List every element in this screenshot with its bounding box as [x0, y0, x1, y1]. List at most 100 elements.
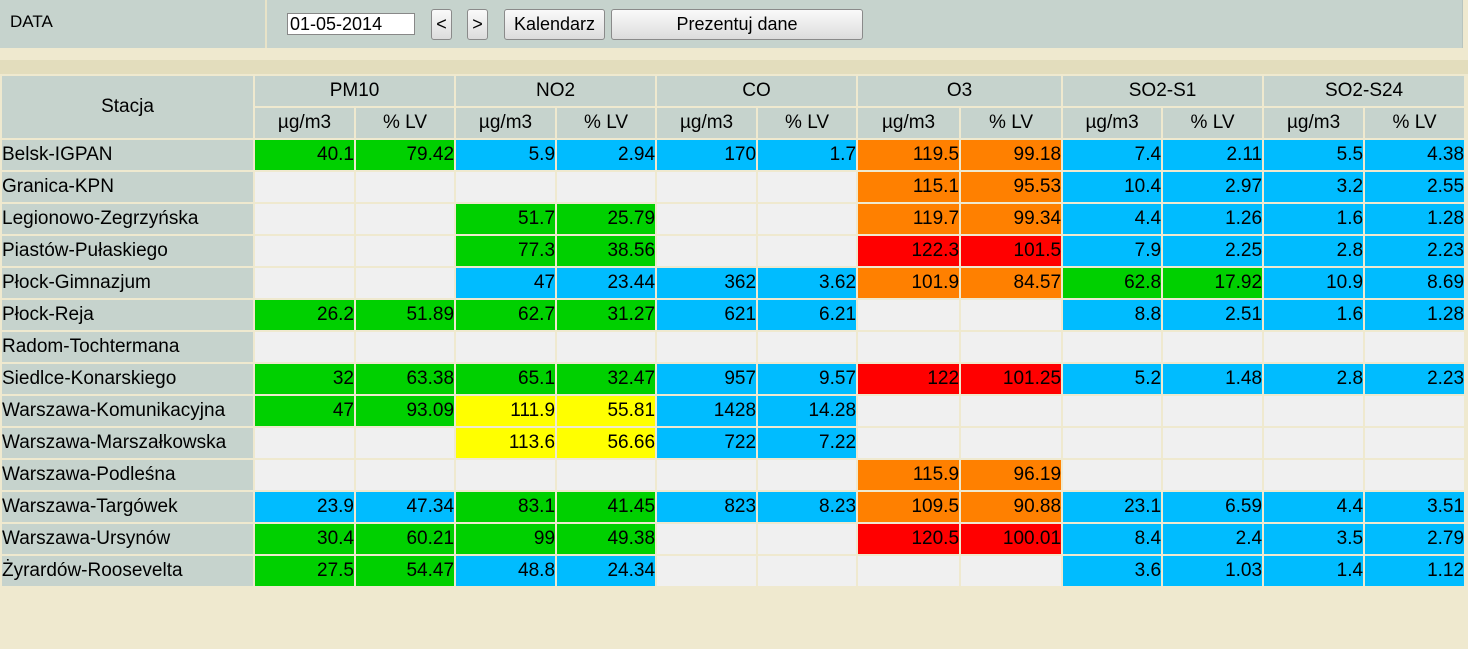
measurement-cell — [1061, 426, 1164, 460]
table-row: Legionowo-Zegrzyńska 51.7 25.79 119.7 99.34 4… — [0, 202, 1467, 236]
measurement-cell: 2.51 — [1161, 298, 1265, 332]
measurement-cell — [253, 202, 356, 236]
measurement-cell: 8.69 — [1363, 266, 1467, 300]
measurement-cell — [1061, 330, 1164, 364]
measurement-cell: 48.8 — [454, 554, 558, 588]
measurement-cell — [353, 266, 457, 300]
measurement-cell: 24.34 — [555, 554, 658, 588]
measurement-cell: 27.5 — [253, 554, 356, 588]
date-input[interactable] — [287, 13, 415, 35]
measurement-cell — [1262, 394, 1366, 428]
pollutant-header: O3 — [856, 74, 1064, 108]
measurement-cell — [454, 458, 558, 492]
unit-header-percent-lv: % LV — [959, 106, 1064, 140]
date-label: DATA — [10, 12, 53, 31]
station-name: Granica-KPN — [0, 170, 255, 204]
table-row: Warszawa-Targówek 23.9 47.34 83.1 41.45 823 8.… — [0, 490, 1467, 524]
measurement-cell: 47.34 — [353, 490, 457, 524]
date-toolbar: DATA < > Kalendarz Prezentuj dane — [0, 0, 1463, 48]
measurement-cell — [959, 298, 1064, 332]
measurement-cell: 90.88 — [959, 490, 1064, 524]
measurement-cell: 47 — [454, 266, 558, 300]
measurement-cell: 3.51 — [1363, 490, 1467, 524]
measurement-cell — [756, 458, 859, 492]
table-row: Warszawa-Komunikacyjna 47 93.09 111.9 55.81 1… — [0, 394, 1467, 428]
measurement-cell — [1363, 330, 1467, 364]
previous-day-button[interactable]: < — [431, 9, 452, 40]
measurement-cell: 5.2 — [1061, 362, 1164, 396]
measurement-cell: 1.6 — [1262, 202, 1366, 236]
measurement-cell — [655, 554, 759, 588]
measurement-cell: 2.23 — [1363, 234, 1467, 268]
table-row: Granica-KPN 115.1 95.53 10.4 2.97 3.2 2.55 — [0, 170, 1467, 204]
measurement-cell — [1262, 426, 1366, 460]
measurement-cell: 2.97 — [1161, 170, 1265, 204]
measurement-cell: 362 — [655, 266, 759, 300]
station-name: Piastów-Pułaskiego — [0, 234, 255, 268]
measurement-cell: 54.47 — [353, 554, 457, 588]
measurement-cell — [1262, 458, 1366, 492]
measurement-cell: 823 — [655, 490, 759, 524]
measurement-cell: 2.23 — [1363, 362, 1467, 396]
measurement-cell: 2.55 — [1363, 170, 1467, 204]
measurement-cell: 4.4 — [1262, 490, 1366, 524]
measurement-cell: 122 — [856, 362, 962, 396]
table-row: Warszawa-Marszałkowska 113.6 56.66 722 7.22 — [0, 426, 1467, 460]
measurement-cell: 6.59 — [1161, 490, 1265, 524]
measurement-cell: 2.94 — [555, 138, 658, 172]
measurement-cell — [454, 170, 558, 204]
unit-header-concentration: µg/m3 — [856, 106, 962, 140]
measurement-cell — [253, 426, 356, 460]
measurement-cell — [756, 170, 859, 204]
measurement-cell: 7.9 — [1061, 234, 1164, 268]
table-row: Radom-Tochtermana — [0, 330, 1467, 364]
measurement-cell: 10.4 — [1061, 170, 1164, 204]
measurement-cell: 1.48 — [1161, 362, 1265, 396]
measurement-cell: 93.09 — [353, 394, 457, 428]
measurement-cell — [756, 330, 859, 364]
measurement-cell — [353, 170, 457, 204]
measurement-cell — [1363, 426, 1467, 460]
pollutant-header: NO2 — [454, 74, 658, 108]
measurement-cell: 122.3 — [856, 234, 962, 268]
measurement-cell: 99.18 — [959, 138, 1064, 172]
measurement-cell: 101.5 — [959, 234, 1064, 268]
station-name: Warszawa-Ursynów — [0, 522, 255, 556]
station-name: Warszawa-Podleśna — [0, 458, 255, 492]
measurement-cell — [253, 330, 356, 364]
measurement-cell: 1.28 — [1363, 298, 1467, 332]
measurement-cell: 31.27 — [555, 298, 658, 332]
measurement-cell — [353, 202, 457, 236]
measurement-cell: 23.9 — [253, 490, 356, 524]
measurement-cell: 32.47 — [555, 362, 658, 396]
calendar-button[interactable]: Kalendarz — [504, 9, 605, 40]
show-data-button[interactable]: Prezentuj dane — [611, 9, 863, 40]
station-name: Legionowo-Zegrzyńska — [0, 202, 255, 236]
station-name: Belsk-IGPAN — [0, 138, 255, 172]
measurement-cell: 7.22 — [756, 426, 859, 460]
unit-header-percent-lv: % LV — [756, 106, 859, 140]
measurement-cell: 109.5 — [856, 490, 962, 524]
table-body: Belsk-IGPAN 40.1 79.42 5.9 2.94 170 1.7 119.5 99… — [0, 138, 1467, 588]
measurement-cell: 9.57 — [756, 362, 859, 396]
toolbar-divider — [265, 0, 267, 48]
unit-header-concentration: µg/m3 — [454, 106, 558, 140]
measurement-cell — [353, 330, 457, 364]
station-name: Płock-Gimnazjum — [0, 266, 255, 300]
measurement-cell: 10.9 — [1262, 266, 1366, 300]
measurement-cell: 2.11 — [1161, 138, 1265, 172]
measurement-cell — [1161, 458, 1265, 492]
next-day-button[interactable]: > — [467, 9, 488, 40]
measurement-cell — [1061, 458, 1164, 492]
station-name: Płock-Reja — [0, 298, 255, 332]
measurement-cell: 95.53 — [959, 170, 1064, 204]
measurement-cell — [856, 394, 962, 428]
station-name: Radom-Tochtermana — [0, 330, 255, 364]
measurement-cell: 119.5 — [856, 138, 962, 172]
measurement-cell: 5.9 — [454, 138, 558, 172]
separator — [0, 60, 1468, 74]
measurement-cell: 100.01 — [959, 522, 1064, 556]
unit-header-row: µg/m3% LV µg/m3% LV µg/m3% LV µg/m3% LV µg/m… — [1, 106, 1467, 140]
measurement-cell: 8.8 — [1061, 298, 1164, 332]
table-row: Warszawa-Podleśna 115.9 96.19 — [0, 458, 1467, 492]
